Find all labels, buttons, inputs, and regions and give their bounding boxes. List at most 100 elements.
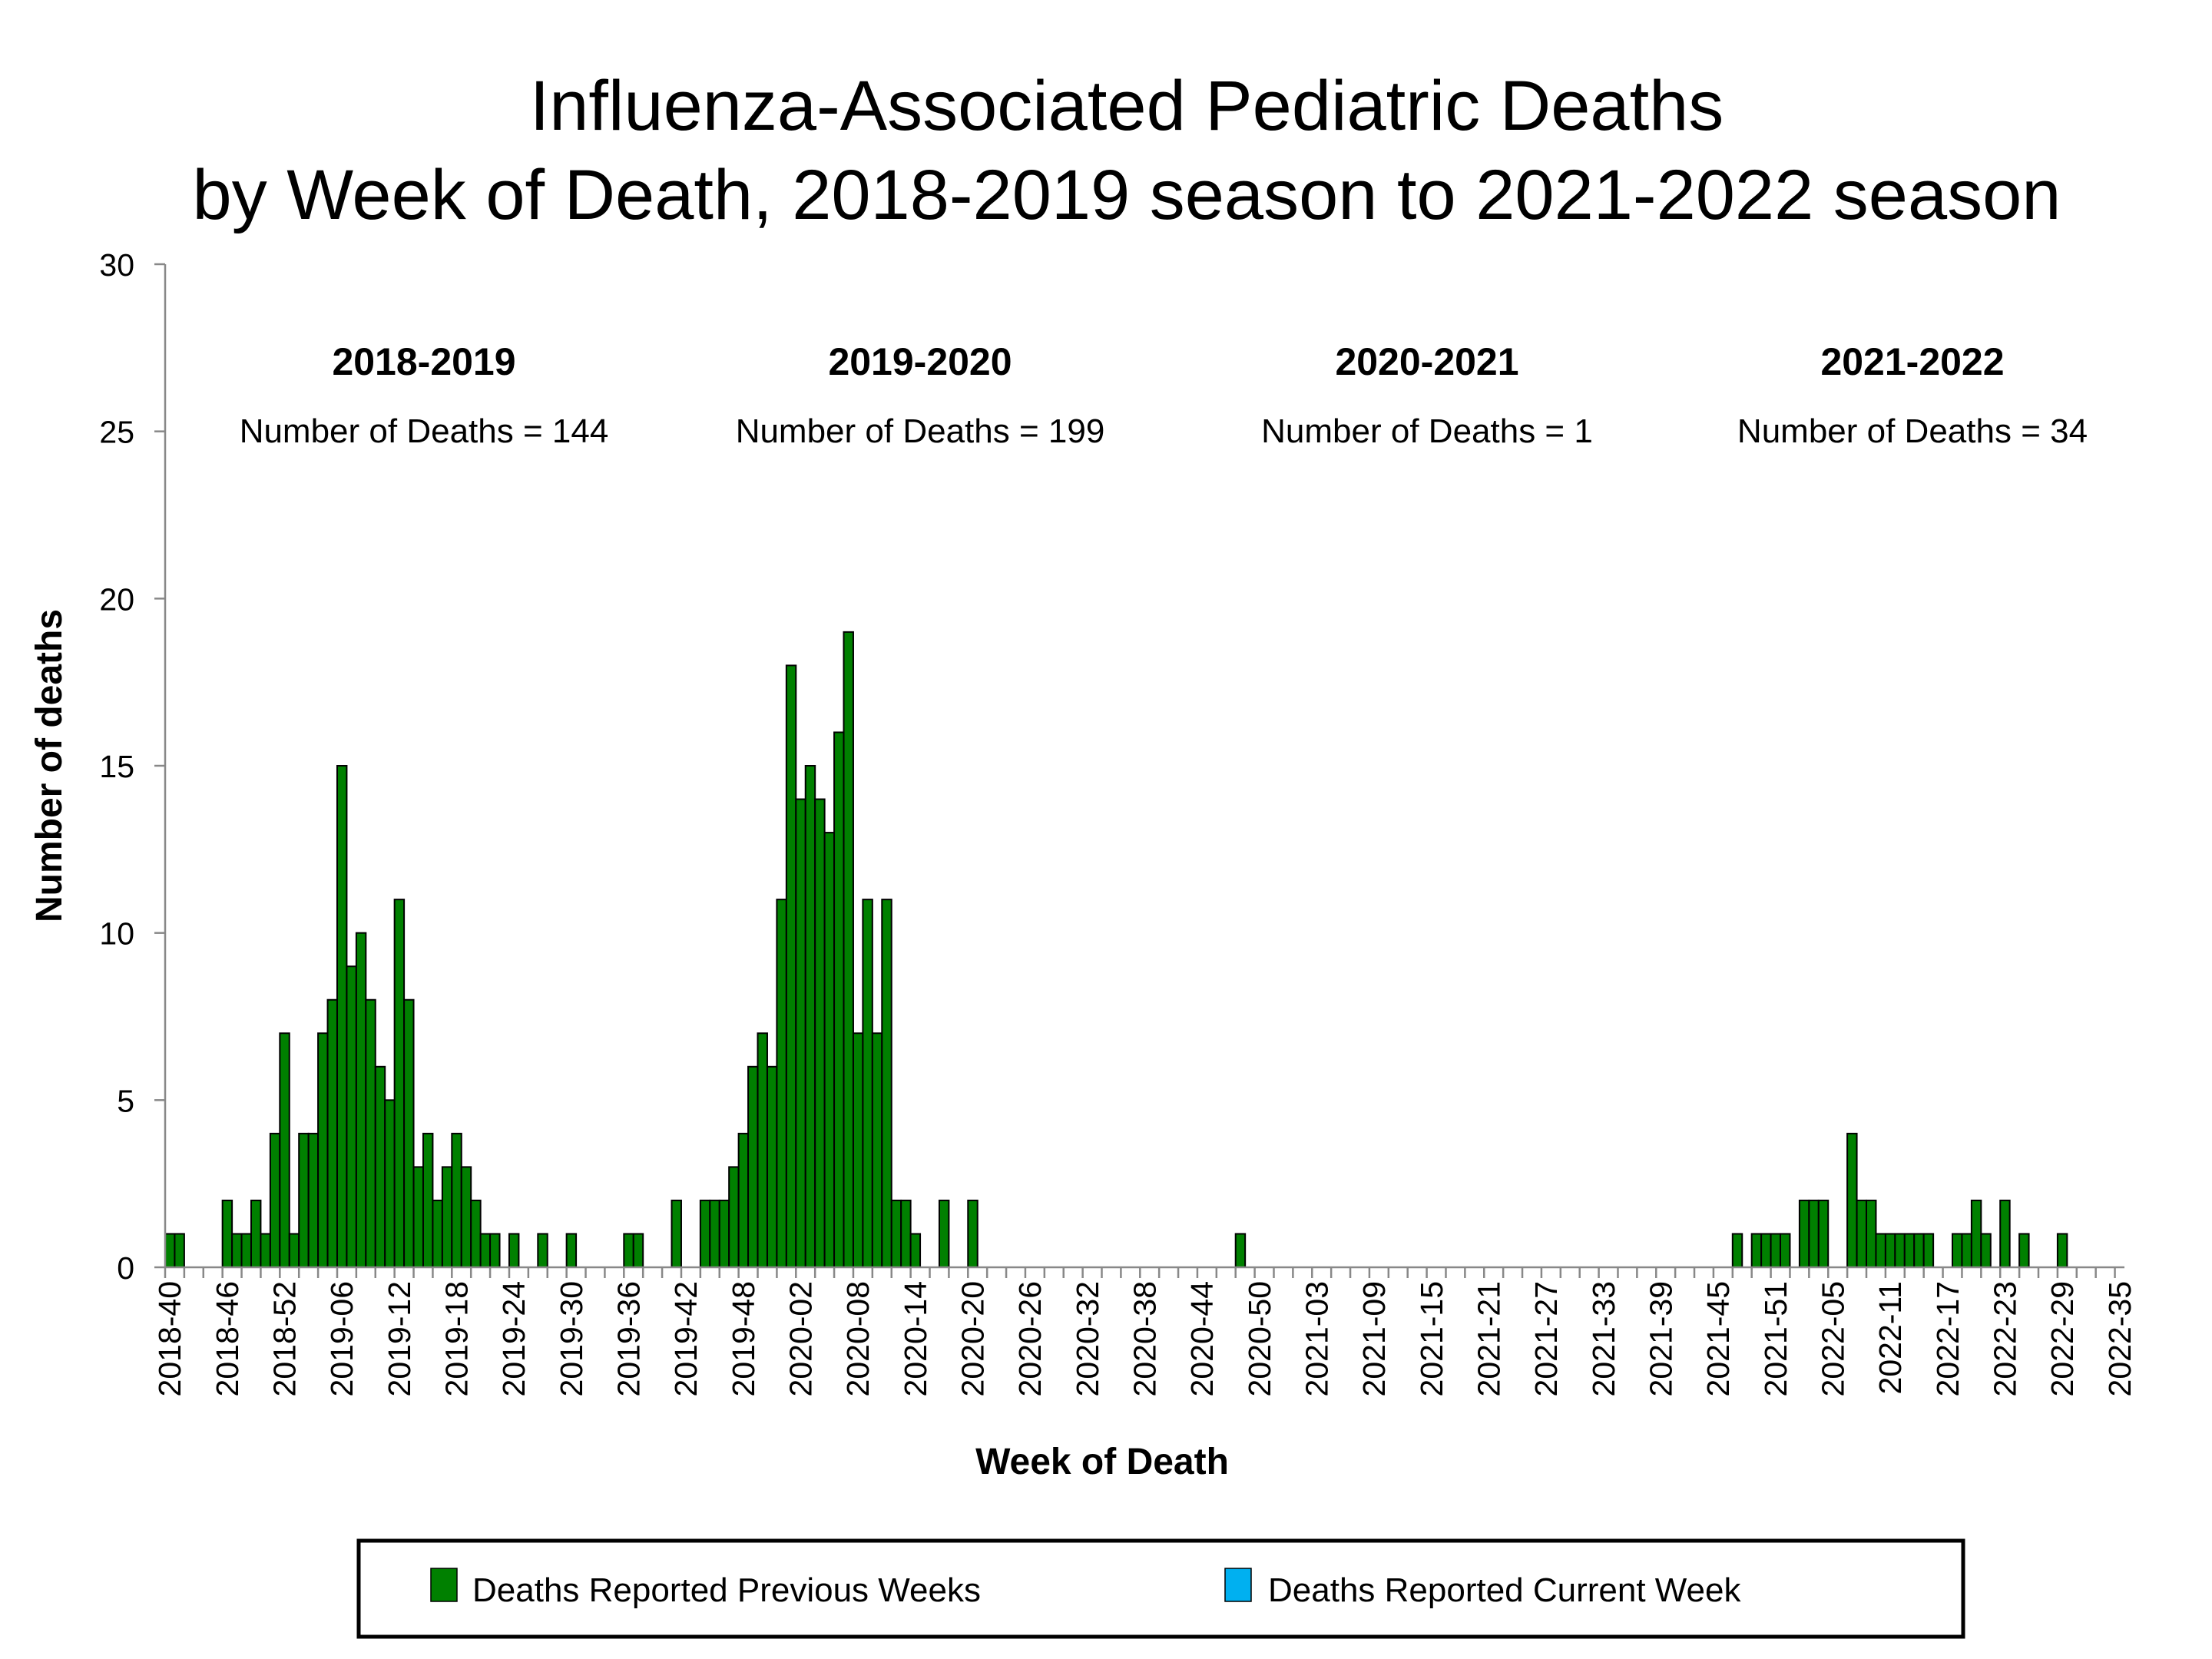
x-tick-label: 2019-42 xyxy=(668,1281,704,1396)
bar-2022-29 xyxy=(2056,1233,2068,1269)
bar-2019-01 xyxy=(288,1233,300,1269)
bar-2022-11 xyxy=(1884,1233,1896,1269)
bar-2019-48 xyxy=(737,1132,750,1269)
bar-2019-08 xyxy=(355,932,367,1268)
bars xyxy=(164,631,2068,1269)
axes: 0 5 10 15 20 25 30 2018-40 2018-46 2018-52 2019-06… xyxy=(99,247,2137,1396)
x-tick-label: 2021-15 xyxy=(1414,1281,1449,1396)
season-label-2020-2021: 2020-2021 xyxy=(1335,340,1518,383)
x-tick-label: 2022-05 xyxy=(1815,1281,1850,1396)
bar-2020-12 xyxy=(890,1199,902,1269)
season-label-2018-2019: 2018-2019 xyxy=(332,340,515,383)
legend: Deaths Reported Previous Weeks Deaths Re… xyxy=(356,1538,1965,1639)
x-tick-label: 2021-45 xyxy=(1700,1281,1736,1396)
bar-2019-15 xyxy=(422,1132,434,1269)
season-annotations: 2018-2019 Number of Deaths = 144 2019-20… xyxy=(240,340,2088,450)
bar-2018-49 xyxy=(250,1199,262,1269)
bar-2020-09 xyxy=(862,899,873,1268)
bar-2019-50 xyxy=(757,1032,768,1269)
y-tick-label: 0 xyxy=(117,1250,134,1286)
x-tick-label: 2021-03 xyxy=(1299,1281,1334,1396)
bar-2019-36 xyxy=(623,1233,634,1269)
bar-2018-41 xyxy=(174,1233,185,1269)
bar-2022-07 xyxy=(1846,1132,1858,1269)
bar-2019-46 xyxy=(718,1199,730,1269)
x-tick-label: 2022-17 xyxy=(1930,1281,1965,1396)
x-tick-label: 2020-32 xyxy=(1070,1281,1105,1396)
x-tick-label: 2020-26 xyxy=(1012,1281,1048,1396)
bar-2019-41 xyxy=(671,1199,682,1269)
bar-2020-10 xyxy=(871,1032,883,1269)
bar-2021-51 xyxy=(1770,1233,1782,1269)
x-tick-label: 2021-51 xyxy=(1758,1281,1793,1396)
chart-title-line2: by Week of Death, 2018-2019 season to 20… xyxy=(193,156,2061,234)
legend-label-current-week: Deaths Reported Current Week xyxy=(1268,1571,1741,1609)
bar-2022-21 xyxy=(1980,1233,1992,1269)
bar-2022-19 xyxy=(1961,1233,1972,1269)
bar-2022-23 xyxy=(1999,1199,2011,1269)
bar-2022-13 xyxy=(1903,1233,1916,1269)
bar-2020-11 xyxy=(881,899,892,1268)
bar-2018-51 xyxy=(269,1132,281,1269)
x-tick-label: 2022-23 xyxy=(1987,1281,2022,1396)
x-tick-label: 2019-12 xyxy=(382,1281,417,1396)
season-count-2021-2022: Number of Deaths = 34 xyxy=(1737,412,2088,450)
legend-label-previous-weeks: Deaths Reported Previous Weeks xyxy=(472,1571,981,1609)
bar-2022-08 xyxy=(1856,1199,1868,1269)
bar-2021-47 xyxy=(1731,1233,1743,1269)
x-tick-label: 2022-35 xyxy=(2102,1281,2137,1396)
bar-2019-19 xyxy=(460,1166,472,1269)
bar-2022-20 xyxy=(1970,1199,1982,1269)
bar-2019-06 xyxy=(336,765,348,1268)
x-tick-label: 2019-48 xyxy=(726,1281,761,1396)
x-tick-label: 2019-36 xyxy=(611,1281,647,1396)
y-tick-label: 20 xyxy=(99,581,134,617)
bar-2021-52 xyxy=(1780,1233,1791,1269)
x-tick-label: 2019-24 xyxy=(496,1281,531,1396)
legend-box xyxy=(356,1538,1965,1639)
bar-2019-04 xyxy=(317,1032,329,1269)
bar-2020-08 xyxy=(852,1032,864,1269)
x-tick-label: 2021-21 xyxy=(1471,1281,1506,1396)
bar-2020-04 xyxy=(814,798,826,1268)
bar-2019-13 xyxy=(403,998,415,1268)
season-label-2019-2020: 2019-2020 xyxy=(828,340,1012,383)
bar-2022-03 xyxy=(1808,1199,1820,1269)
x-tick-label: 2019-18 xyxy=(439,1281,475,1396)
bar-2022-12 xyxy=(1894,1233,1906,1269)
bar-2020-17 xyxy=(938,1199,950,1269)
bar-2019-24 xyxy=(508,1233,520,1269)
bar-2020-20 xyxy=(967,1199,979,1269)
x-tick-label: 2018-46 xyxy=(210,1281,245,1396)
bar-2022-15 xyxy=(1922,1233,1935,1269)
bar-2019-02 xyxy=(298,1132,310,1269)
bar-2019-11 xyxy=(384,1099,396,1269)
x-tick-label: 2020-08 xyxy=(840,1281,876,1396)
bar-2019-30 xyxy=(565,1233,578,1269)
bar-2019-16 xyxy=(432,1199,443,1269)
bar-2020-06 xyxy=(833,731,845,1268)
bar-2020-02 xyxy=(795,798,806,1268)
bar-2018-52 xyxy=(279,1032,290,1269)
y-tick-label: 15 xyxy=(99,749,134,784)
x-tick-label: 2020-20 xyxy=(955,1281,991,1396)
x-tick-label: 2020-50 xyxy=(1242,1281,1277,1396)
bar-2019-05 xyxy=(326,998,338,1268)
x-tick-label: 2021-27 xyxy=(1528,1281,1564,1396)
legend-swatch-current-week xyxy=(1224,1568,1252,1602)
chart-title-line1: Influenza-Associated Pediatric Deaths xyxy=(530,67,1724,145)
season-count-2018-2019: Number of Deaths = 144 xyxy=(240,412,609,450)
x-axis-title: Week of Death xyxy=(975,1442,1229,1482)
bar-2020-03 xyxy=(804,765,816,1268)
bar-2018-50 xyxy=(260,1233,271,1269)
bar-2020-07 xyxy=(843,631,854,1268)
bar-2021-49 xyxy=(1750,1233,1763,1269)
bar-2019-51 xyxy=(766,1065,778,1269)
bar-2022-25 xyxy=(2018,1233,2030,1269)
bar-2019-21 xyxy=(479,1233,492,1269)
bar-2019-20 xyxy=(470,1199,482,1269)
bar-2019-37 xyxy=(632,1233,644,1269)
y-tick-label: 5 xyxy=(117,1083,134,1118)
bar-2018-46 xyxy=(221,1199,233,1269)
